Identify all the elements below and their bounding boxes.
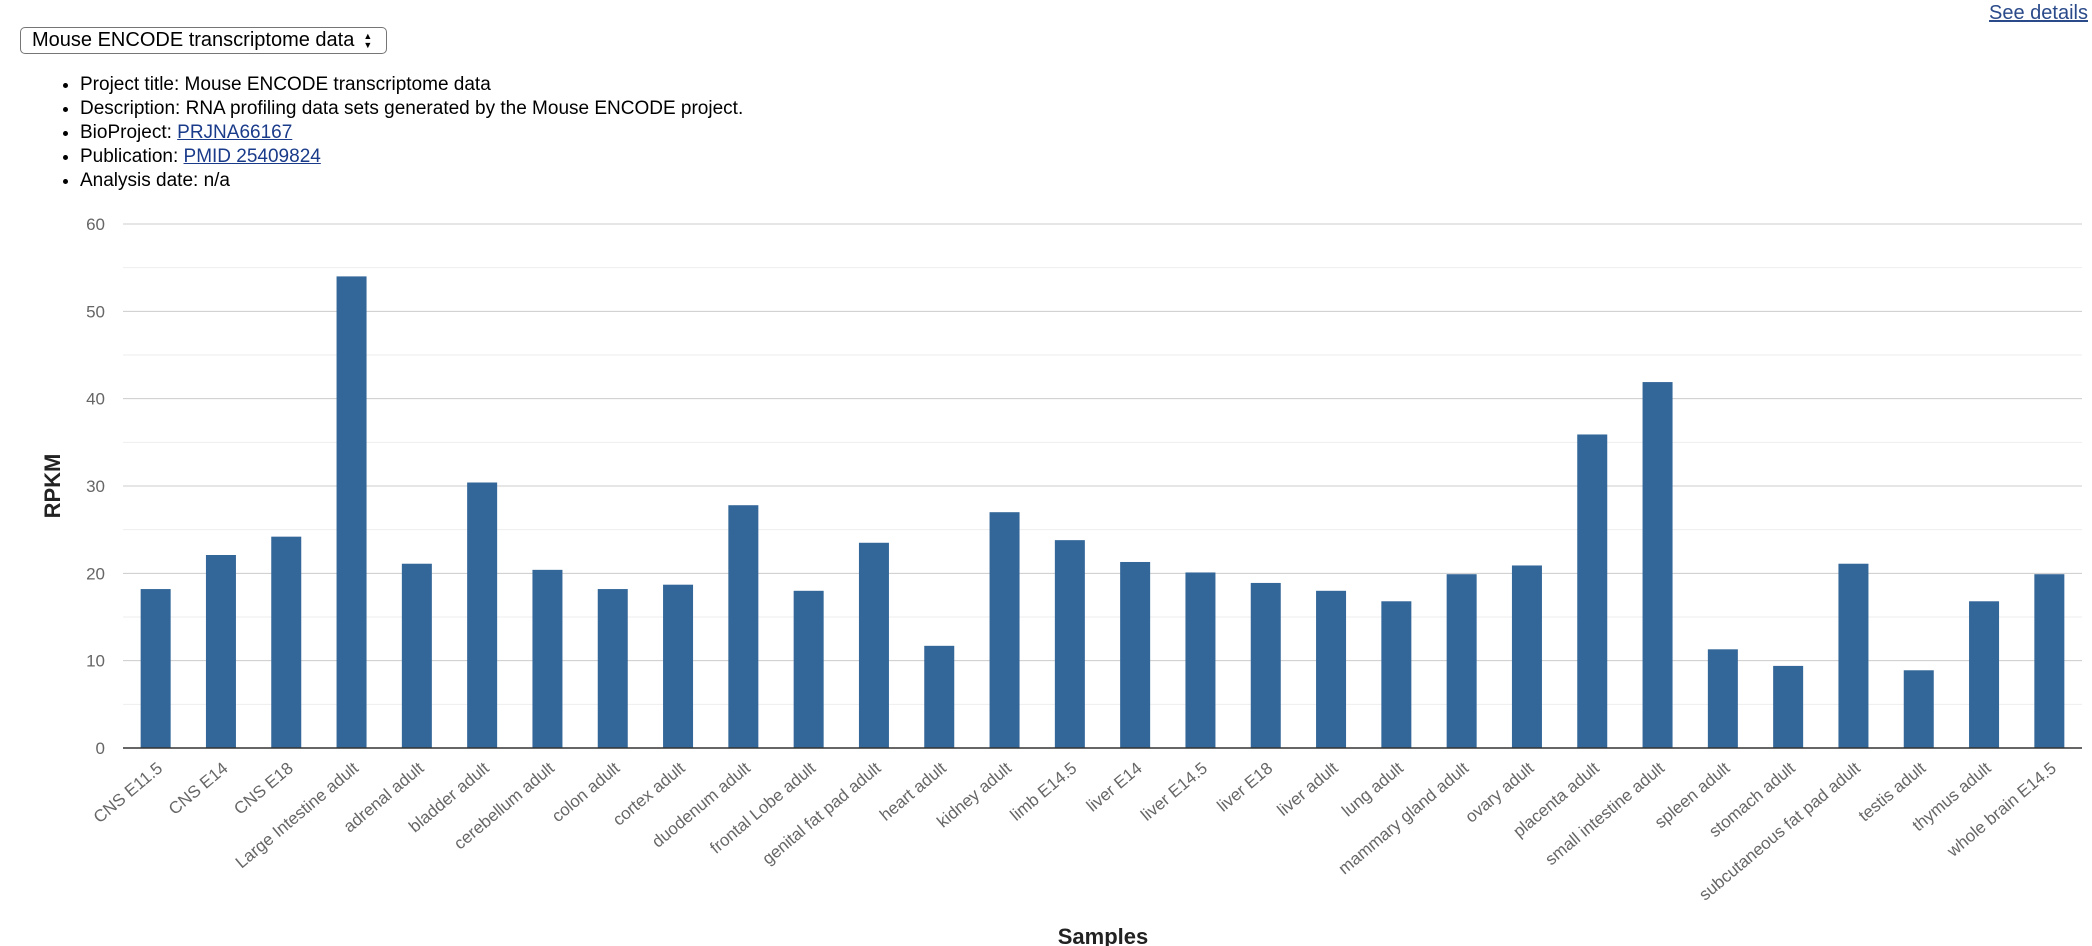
bar[interactable] (1185, 572, 1216, 748)
bar[interactable] (401, 563, 432, 748)
x-tick-label: liver E14 (1083, 759, 1146, 816)
description-label: Description: (80, 98, 186, 119)
see-details-link[interactable]: See details (1989, 2, 2088, 24)
list-item: BioProject: PRJNA66167 (80, 121, 743, 145)
x-tick-label: liver E18 (1213, 759, 1276, 816)
bar[interactable] (663, 584, 694, 748)
bar[interactable] (1969, 601, 2000, 748)
x-tick-label: CNS E14 (165, 759, 232, 819)
list-item: Project title: Mouse ENCODE transcriptom… (80, 73, 743, 97)
bar[interactable] (532, 569, 563, 748)
publication-label: Publication: (80, 146, 184, 167)
bar[interactable] (793, 590, 824, 748)
list-item: Analysis date: n/a (80, 169, 743, 193)
bar[interactable] (336, 276, 367, 748)
bar[interactable] (1316, 590, 1347, 748)
bar[interactable] (1446, 574, 1477, 748)
bar[interactable] (467, 482, 498, 748)
x-tick-label: liver E14.5 (1137, 759, 1211, 825)
y-tick-labels: 0 10 20 30 40 50 60 (86, 215, 105, 758)
bar[interactable] (2034, 574, 2065, 748)
x-tick-label: genital fat pad adult (759, 758, 885, 868)
bar[interactable] (989, 512, 1020, 748)
x-tick-label: whole brain E14.5 (1943, 759, 2060, 862)
bar[interactable] (1120, 561, 1151, 748)
bar[interactable] (1773, 665, 1804, 748)
publication-link[interactable]: PMID 25409824 (183, 146, 321, 167)
x-tick-label: limb E14.5 (1007, 759, 1081, 825)
bar[interactable] (858, 542, 889, 748)
analysis-date-label: Analysis date: (80, 170, 204, 191)
analysis-date-value: n/a (203, 170, 230, 191)
y-axis-title: RPKM (40, 454, 65, 519)
bioproject-label: BioProject: (80, 122, 178, 143)
x-tick-label: CNS E11.5 (90, 759, 166, 827)
bar[interactable] (728, 505, 759, 748)
project-info-list: Project title: Mouse ENCODE transcriptom… (50, 73, 743, 193)
bar[interactable] (1642, 382, 1673, 748)
bar[interactable] (1707, 649, 1738, 748)
bar[interactable] (1381, 601, 1412, 748)
bar[interactable] (1577, 434, 1608, 748)
bar[interactable] (1054, 540, 1085, 748)
x-tick-label: liver adult (1274, 758, 1342, 819)
y-tick-label: 30 (86, 477, 105, 496)
description-value: RNA profiling data sets generated by the… (185, 98, 744, 119)
x-axis-title: Samples (1058, 924, 1149, 946)
bars (140, 276, 2065, 748)
y-tick-label: 20 (86, 564, 105, 583)
bar[interactable] (1903, 670, 1934, 748)
bar[interactable] (597, 589, 628, 748)
x-tick-label: Large Intestine adult (232, 758, 362, 872)
bar[interactable] (140, 589, 171, 748)
bar[interactable] (1838, 563, 1869, 748)
project-title-label: Project title: (80, 74, 185, 95)
y-tick-label: 40 (86, 390, 105, 409)
bar[interactable] (205, 554, 236, 748)
project-title-value: Mouse ENCODE transcriptome data (184, 74, 491, 95)
y-tick-label: 0 (96, 739, 105, 758)
bar[interactable] (1511, 565, 1542, 748)
x-tick-label: CNS E18 (230, 759, 297, 819)
y-tick-label: 10 (86, 652, 105, 671)
y-tick-label: 50 (86, 302, 105, 321)
x-tick-label: small intestine adult (1542, 758, 1669, 869)
list-item: Publication: PMID 25409824 (80, 145, 743, 169)
x-tick-label: mammary gland adult (1335, 758, 1473, 878)
select-arrows-icon: ▲ ▼ (363, 30, 373, 50)
grid-lines (123, 223, 2082, 705)
bar[interactable] (1250, 582, 1281, 748)
dataset-select[interactable]: Mouse ENCODE transcriptome data ▲ ▼ (20, 27, 388, 54)
bar[interactable] (271, 536, 302, 748)
bioproject-link[interactable]: PRJNA66167 (177, 122, 293, 143)
dataset-select-value: Mouse ENCODE transcriptome data (32, 29, 355, 51)
bar[interactable] (924, 645, 955, 748)
y-tick-label: 60 (86, 215, 105, 234)
list-item: Description: RNA profiling data sets gen… (80, 97, 743, 121)
